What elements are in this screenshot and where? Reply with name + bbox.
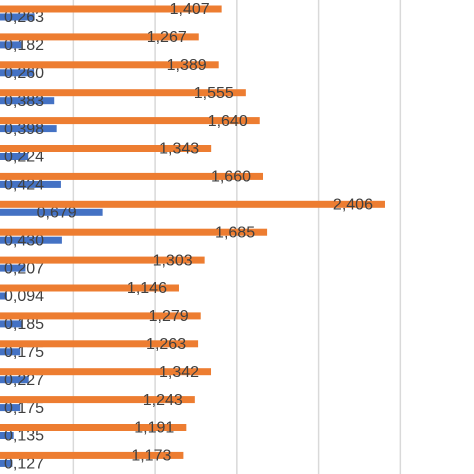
bar xyxy=(0,208,103,216)
bar xyxy=(0,292,7,300)
bar xyxy=(0,348,21,356)
bar xyxy=(0,459,13,467)
value-label: 1,263 xyxy=(146,336,186,353)
value-label: 0,094 xyxy=(4,288,44,305)
bar xyxy=(0,180,61,188)
value-label: 0,127 xyxy=(4,456,44,473)
bar xyxy=(0,228,268,236)
bar xyxy=(0,200,385,208)
value-label: 0,224 xyxy=(4,149,44,166)
bar xyxy=(0,256,205,264)
bar xyxy=(0,145,212,152)
bar xyxy=(0,340,199,348)
bar xyxy=(0,89,246,97)
value-label: 0,679 xyxy=(37,205,77,222)
bar xyxy=(0,424,187,431)
bar xyxy=(0,284,179,292)
value-label: 1,279 xyxy=(149,308,189,325)
bar xyxy=(0,61,219,69)
value-label: 1,343 xyxy=(159,141,199,158)
value-label: 0,185 xyxy=(4,316,44,333)
value-label: 1,342 xyxy=(159,364,199,381)
value-label: 0,383 xyxy=(4,93,44,110)
bar xyxy=(0,117,260,125)
value-label: 0,135 xyxy=(4,428,44,445)
bar xyxy=(0,396,195,404)
value-label: 0,260 xyxy=(4,65,44,82)
bar xyxy=(0,153,29,160)
bar xyxy=(0,432,14,439)
value-label: 1,640 xyxy=(208,113,248,130)
bar xyxy=(0,236,62,244)
value-label: 0,398 xyxy=(4,121,44,138)
bar xyxy=(0,312,201,320)
bar xyxy=(0,97,55,105)
value-label: 0,207 xyxy=(4,260,44,277)
value-label: 1,685 xyxy=(215,224,255,241)
value-label: 1,555 xyxy=(194,85,234,102)
value-label: 0,227 xyxy=(4,372,44,389)
bar xyxy=(0,368,212,376)
value-label: 1,407 xyxy=(170,1,210,18)
value-label: 1,191 xyxy=(134,420,174,437)
bar xyxy=(0,13,35,21)
value-label: 1,303 xyxy=(153,252,193,269)
value-label: 0,175 xyxy=(4,400,44,417)
value-label: 1,389 xyxy=(167,57,207,74)
bar xyxy=(0,376,29,384)
bar xyxy=(0,69,35,77)
value-label: 1,660 xyxy=(211,169,251,186)
bar xyxy=(0,5,222,13)
bar xyxy=(0,125,57,133)
value-label: 0,182 xyxy=(4,37,44,54)
value-label: 1,146 xyxy=(127,280,167,297)
bar xyxy=(0,41,22,49)
value-label: 0,175 xyxy=(4,344,44,361)
bar xyxy=(0,264,26,272)
value-label: 2,406 xyxy=(333,197,373,214)
value-label: 1,267 xyxy=(147,29,187,46)
value-label: 0,430 xyxy=(4,232,44,249)
bar xyxy=(0,404,21,412)
bar xyxy=(0,172,264,180)
bar xyxy=(0,320,22,328)
value-label: 1,173 xyxy=(131,448,171,465)
value-label: 0,263 xyxy=(4,9,44,26)
bar xyxy=(0,451,184,459)
value-label: 1,243 xyxy=(143,392,183,409)
bar xyxy=(0,33,199,41)
value-label: 0,424 xyxy=(4,177,44,194)
